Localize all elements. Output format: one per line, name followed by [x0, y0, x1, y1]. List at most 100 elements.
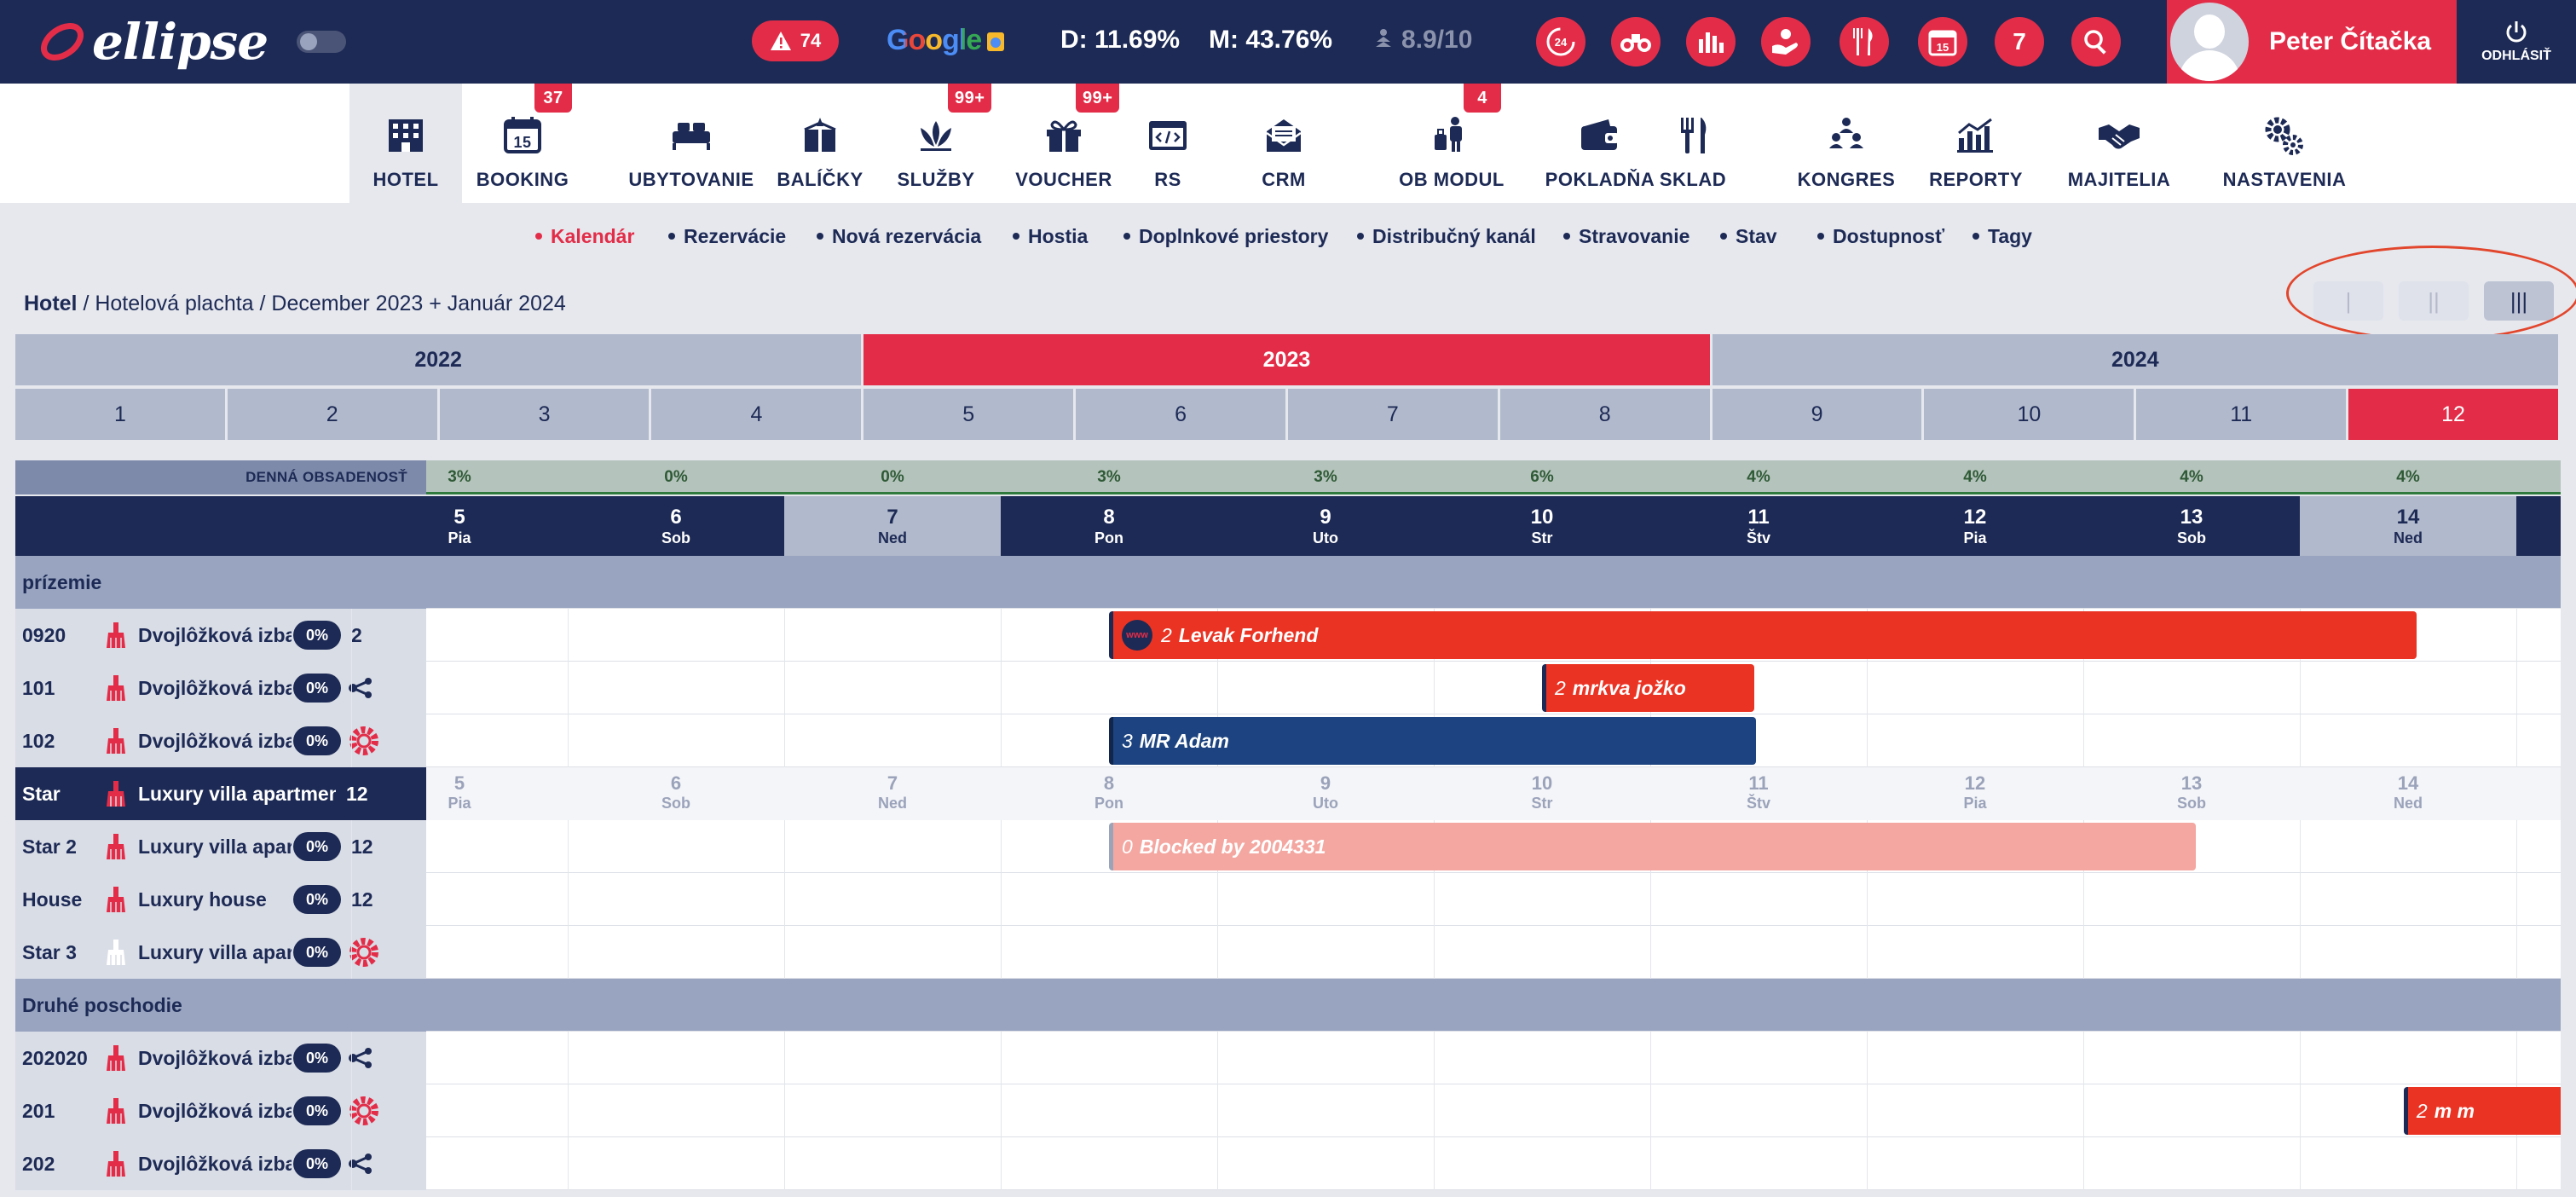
nav-item-rs[interactable]: RS: [1134, 84, 1202, 203]
mode-toggle[interactable]: [297, 31, 346, 53]
reservation-bar[interactable]: 2 m m: [2403, 1087, 2561, 1135]
room-info[interactable]: 102 Dvojlôžková izba 10%: [15, 714, 426, 767]
housekeeping-status[interactable]: [106, 622, 138, 648]
nav-item-poklad-a[interactable]: POKLADŇA: [1528, 84, 1672, 203]
housekeeping-status[interactable]: [106, 940, 138, 965]
month-12[interactable]: 12: [2348, 389, 2558, 440]
nav-item-slu-by[interactable]: SLUŽBY 99+: [883, 84, 992, 203]
subnav-item[interactable]: Doplnkové priestory: [1123, 225, 1328, 248]
nav-item-bal-ky[interactable]: BALÍČKY: [762, 84, 878, 203]
room-status-icon[interactable]: [348, 677, 373, 699]
room-info[interactable]: 202 Dvojlôžková izba 10%: [15, 1137, 426, 1190]
subnav-item[interactable]: Rezervácie: [668, 225, 786, 248]
room-status-icon[interactable]: [348, 1047, 373, 1069]
month-3[interactable]: 3: [439, 389, 650, 440]
room-info[interactable]: House Luxury house 0% 12: [15, 873, 426, 926]
stats-button[interactable]: [1686, 17, 1736, 66]
open-24-button[interactable]: 24: [1536, 17, 1585, 66]
reservation-bar[interactable]: 3 MR Adam: [1109, 717, 1757, 765]
housekeeping-status[interactable]: [106, 887, 138, 912]
room-status-icon[interactable]: [348, 1153, 373, 1175]
room-info[interactable]: 201 Dvojlôžková izba 10%: [15, 1084, 426, 1137]
subnav-item[interactable]: Hostia: [1013, 225, 1088, 248]
repeated-day-cell: 11 Štv: [1747, 772, 1770, 812]
nav-item-reporty[interactable]: REPORTY: [1915, 84, 2037, 203]
room-info[interactable]: 0920 Dvojlôžková izba 10% 2: [15, 609, 426, 662]
day-grid-line: [1434, 1137, 1435, 1190]
room-status-icon[interactable]: [348, 1095, 380, 1127]
restaurant-button[interactable]: [1840, 17, 1889, 66]
nav-item-ubytovanie[interactable]: UBYTOVANIE: [619, 84, 764, 203]
subnav-item[interactable]: Tagy: [1972, 225, 2032, 248]
year-2023[interactable]: 2023: [863, 334, 1710, 385]
room-info[interactable]: Star 3 Luxury villa apartment0%: [15, 926, 426, 979]
housekeeping-status[interactable]: [106, 834, 138, 859]
room-status-icon[interactable]: [348, 936, 380, 969]
day-header-cell: 12 Pia: [1867, 496, 2083, 556]
breadcrumb-root[interactable]: Hotel: [24, 292, 78, 315]
subnav-item[interactable]: Distribučný kanál: [1357, 225, 1536, 248]
housekeeping-status[interactable]: [106, 781, 138, 807]
month-7[interactable]: 7: [1287, 389, 1498, 440]
subnav-item[interactable]: Stravovanie: [1563, 225, 1689, 248]
housekeeping-status[interactable]: [106, 1045, 138, 1071]
room-info[interactable]: 101 Dvojlôžková izba 10%: [15, 662, 426, 714]
nav-item-nastavenia[interactable]: NASTAVENIA: [2201, 84, 2368, 203]
nav-item-label: BALÍČKY: [777, 169, 863, 190]
subnav-item[interactable]: Stav: [1720, 225, 1777, 248]
search-button[interactable]: [2071, 17, 2121, 66]
room-status-icon[interactable]: [348, 725, 380, 757]
month-9[interactable]: 9: [1712, 389, 1922, 440]
room-info[interactable]: Star 2 Luxury villa apartment0% 12: [15, 820, 426, 873]
month-6[interactable]: 6: [1076, 389, 1285, 440]
subnav-item[interactable]: Nová rezervácia: [817, 225, 981, 248]
power-icon: [2506, 21, 2527, 43]
month-2[interactable]: 2: [227, 389, 437, 440]
room-info[interactable]: 202020 Dvojlôžková izba 10%: [15, 1032, 426, 1084]
subnav-item[interactable]: Kalendár: [535, 225, 634, 248]
blocked-period-bar[interactable]: 0 Blocked by 2004331: [1109, 823, 2197, 870]
housekeeping-status[interactable]: [106, 675, 138, 701]
month-10[interactable]: 10: [1924, 389, 2134, 440]
month-5[interactable]: 5: [863, 389, 1074, 440]
ellipse-logo[interactable]: ellipse: [38, 12, 269, 72]
day-grid-line: [2516, 926, 2517, 979]
nav-item-hotel[interactable]: HOTEL: [349, 84, 462, 203]
google-link[interactable]: Google: [887, 24, 1005, 57]
year-2022[interactable]: 2022: [15, 334, 862, 385]
user-profile[interactable]: Peter Čítačka: [2167, 0, 2457, 84]
repeated-day-cell: 7 Ned: [878, 772, 907, 812]
nav-item-booking[interactable]: 15 BOOKING 37: [472, 84, 573, 203]
split-icon: [349, 1154, 372, 1174]
year-2024[interactable]: 2024: [1712, 334, 2558, 385]
month-11[interactable]: 11: [2136, 389, 2347, 440]
month-1[interactable]: 1: [15, 389, 225, 440]
day-grid-line: [784, 609, 785, 662]
daily-occupancy-label: DENNÁ OBSADENOSŤ: [15, 460, 426, 494]
reservation-bar[interactable]: 2 mrkva jožko: [1542, 664, 1754, 712]
housekeeping-status[interactable]: [106, 1098, 138, 1124]
subnav-item[interactable]: Dostupnosť: [1817, 225, 1944, 248]
nav-item-majitelia[interactable]: MAJITELIA: [2049, 84, 2189, 203]
alerts-button[interactable]: 74: [752, 20, 839, 61]
day-grid-line: [2516, 714, 2517, 767]
month-8[interactable]: 8: [1499, 389, 1710, 440]
room-type: Luxury house: [138, 888, 267, 911]
reservation-bar[interactable]: www 2 Levak Forhend: [1109, 611, 2417, 659]
housekeeping-status[interactable]: [106, 1151, 138, 1177]
room-info[interactable]: Star Luxury villa apartment 12: [15, 767, 426, 820]
calendar-button[interactable]: 15: [1918, 17, 1967, 66]
nav-item-crm[interactable]: CRM: [1250, 84, 1318, 203]
notifications-count-button[interactable]: 7: [1995, 17, 2044, 66]
nav-item-ob-modul[interactable]: OB MODUL 4: [1379, 84, 1524, 203]
housekeeping-status[interactable]: [106, 728, 138, 754]
nav-item-sklad[interactable]: SKLAD: [1659, 84, 1727, 203]
room-info: prízemie: [15, 556, 426, 609]
nav-item-voucher[interactable]: VOUCHER 99+: [1008, 84, 1120, 203]
housekeeping-button[interactable]: [1761, 17, 1811, 66]
logout-button[interactable]: ODHLÁSIŤ: [2457, 0, 2576, 84]
binoculars-button[interactable]: [1611, 17, 1661, 66]
month-4[interactable]: 4: [651, 389, 862, 440]
room-type: Dvojlôžková izba 1: [138, 1046, 292, 1069]
nav-item-kongres[interactable]: KONGRES: [1782, 84, 1911, 203]
